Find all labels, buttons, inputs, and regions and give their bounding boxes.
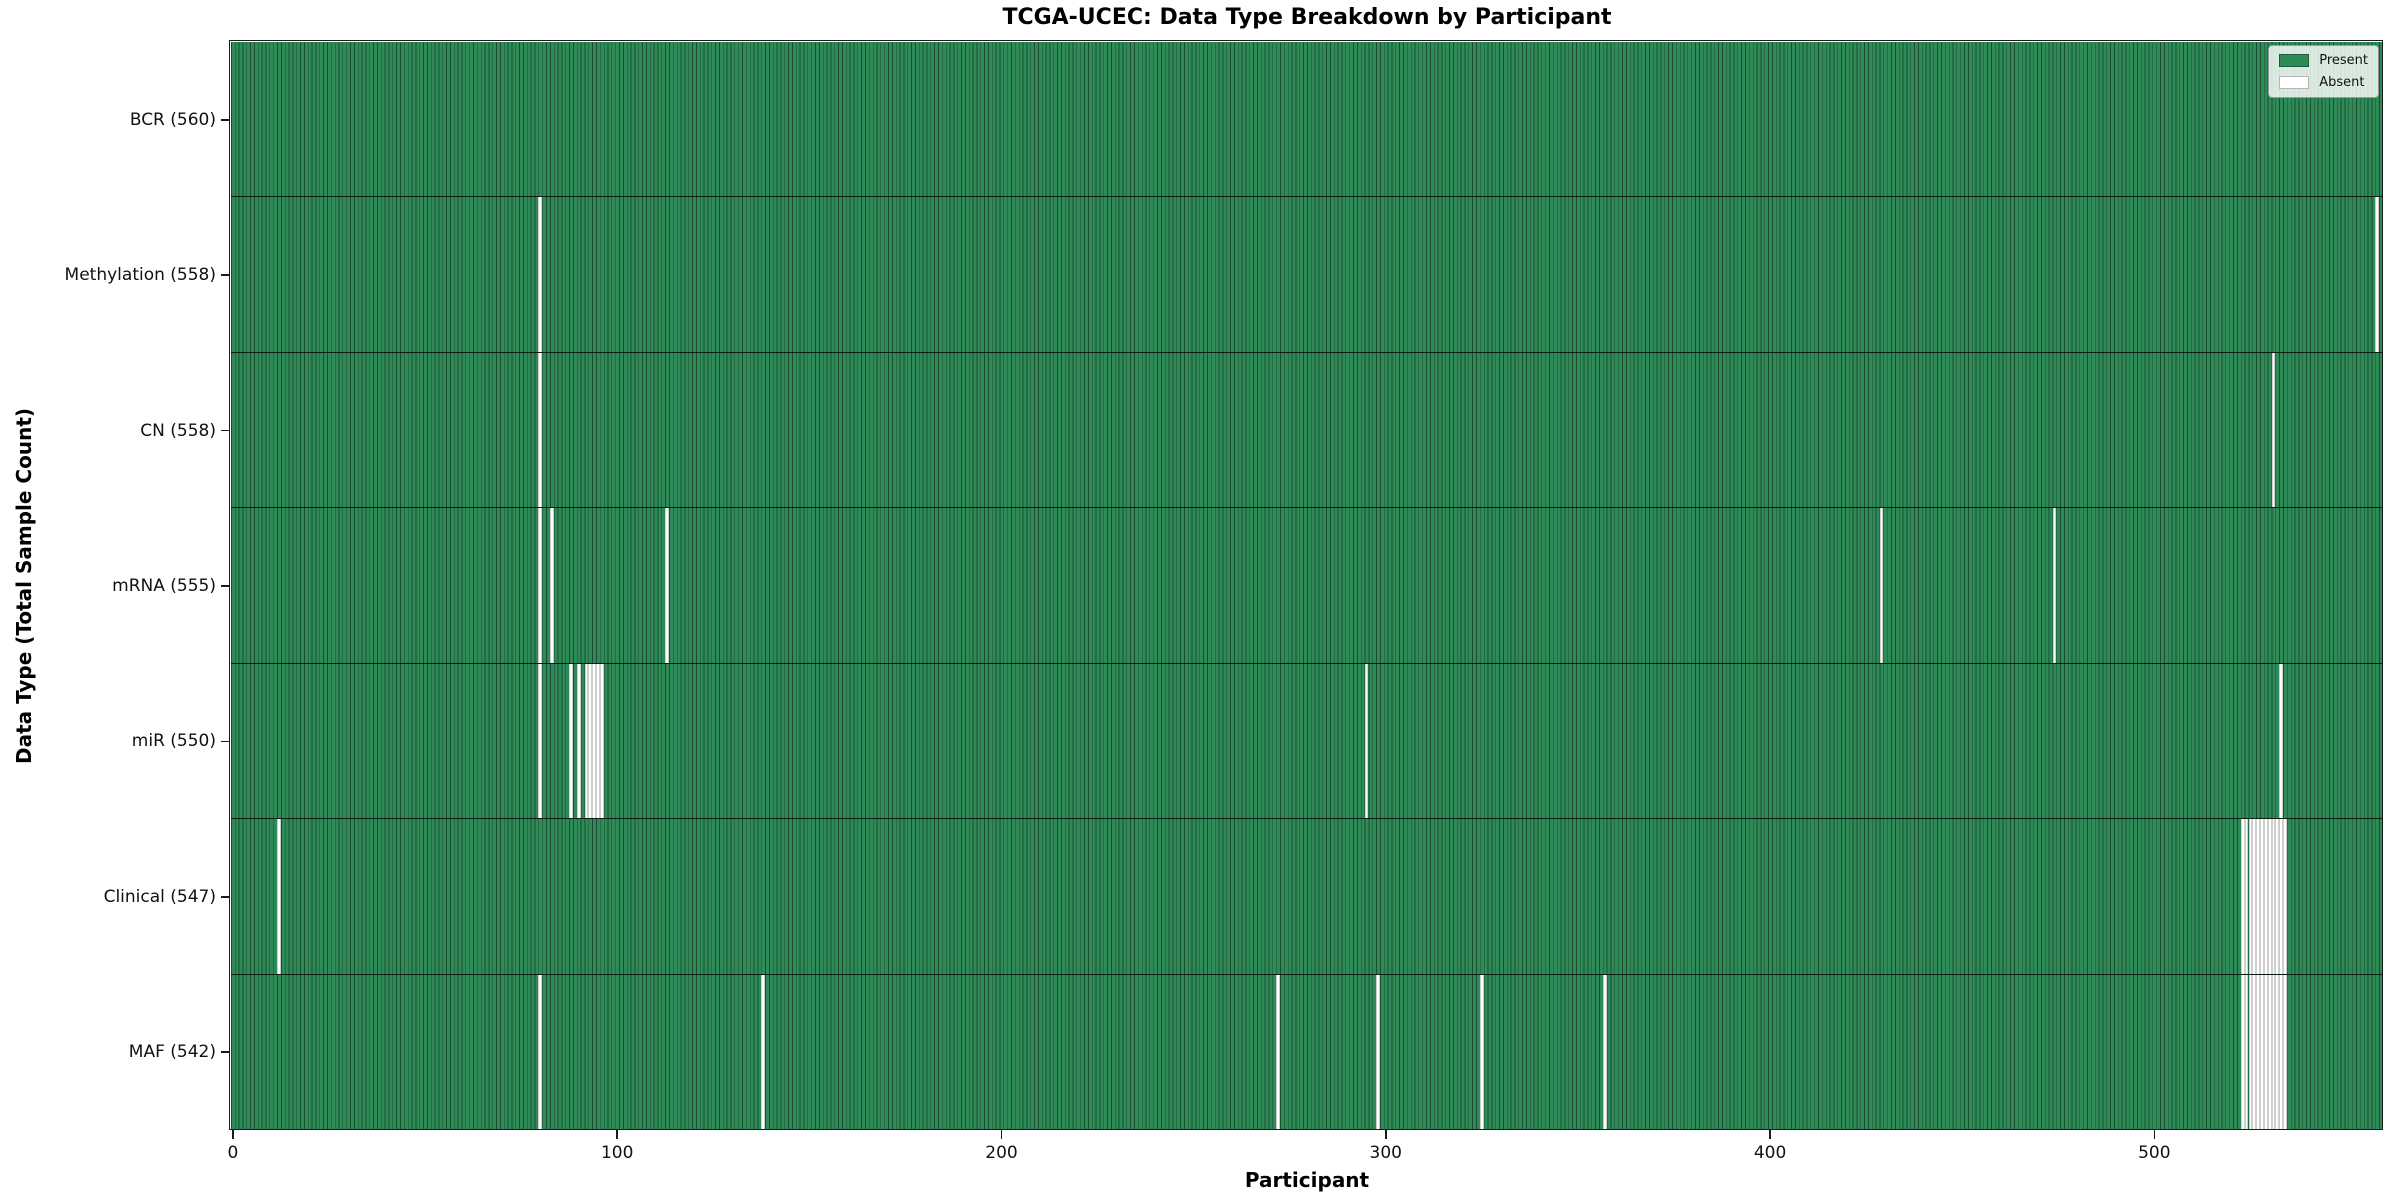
xtick-mark-100 xyxy=(616,1130,618,1139)
ytick-mark xyxy=(221,274,229,276)
absent-mark-maf-527 xyxy=(2256,974,2260,1130)
absent-mark-cn-80 xyxy=(538,352,543,508)
row-maf xyxy=(231,974,2383,1130)
absent-mark-mir-95 xyxy=(596,663,600,819)
xtick-label-200: 200 xyxy=(985,1143,1018,1163)
absent-mark-clinical-12 xyxy=(277,819,281,974)
absent-mark-mir-94 xyxy=(592,663,597,819)
present-swatch-icon xyxy=(2279,54,2310,67)
ytick-label-mrna: mRNA (555) xyxy=(112,576,216,596)
absent-mark-maf-524 xyxy=(2244,974,2249,1130)
x-axis-title: Participant xyxy=(1244,1168,1370,1192)
absent-mark-mir-93 xyxy=(588,663,593,819)
absent-mark-clinical-530 xyxy=(2267,819,2272,974)
row-bcr xyxy=(231,42,2383,198)
absent-mark-maf-325 xyxy=(1479,974,1484,1130)
xtick-label-400: 400 xyxy=(1753,1143,1787,1163)
absent-mark-maf-523 xyxy=(2240,974,2245,1130)
ytick-mark xyxy=(221,1051,229,1054)
absent-mark-cn-531 xyxy=(2271,352,2276,508)
xtick-label-500: 500 xyxy=(2138,1143,2171,1163)
xtick-mark-400 xyxy=(1769,1130,1771,1139)
absent-mark-methylation-558 xyxy=(2375,197,2380,352)
xtick-label-300: 300 xyxy=(1369,1143,1402,1163)
legend-item-absent: Absent xyxy=(2279,75,2368,90)
absent-mark-maf-525 xyxy=(2248,974,2253,1130)
absent-mark-maf-298 xyxy=(1376,974,1380,1130)
absent-mark-maf-528 xyxy=(2260,974,2264,1130)
ytick-mark xyxy=(221,740,229,743)
legend: Present Absent xyxy=(2268,45,2379,98)
plot-area: Present Absent xyxy=(231,42,2383,1130)
xtick-label-100: 100 xyxy=(600,1143,634,1163)
ytick-label-methylation: Methylation (558) xyxy=(64,265,216,286)
absent-mark-clinical-532 xyxy=(2275,819,2280,974)
row-cn xyxy=(231,352,2383,509)
absent-mark-clinical-533 xyxy=(2279,819,2284,974)
legend-item-present: Present xyxy=(2279,53,2368,68)
absent-mark-maf-533 xyxy=(2279,974,2284,1130)
absent-mark-mrna-429 xyxy=(1879,508,1884,663)
absent-mark-mir-80 xyxy=(538,663,543,819)
absent-mark-clinical-531 xyxy=(2271,819,2276,974)
legend-label-absent: Absent xyxy=(2319,75,2365,90)
row-mir xyxy=(231,663,2383,820)
absent-mark-maf-530 xyxy=(2267,974,2272,1130)
ytick-label-mir: miR (550) xyxy=(131,731,216,752)
absent-mark-mir-96 xyxy=(599,663,604,819)
absent-mark-clinical-523 xyxy=(2240,819,2245,974)
absent-mark-methylation-80 xyxy=(538,197,543,352)
row-methylation xyxy=(231,197,2383,353)
absent-mark-clinical-526 xyxy=(2252,819,2257,974)
xtick-mark-500 xyxy=(2153,1130,2156,1139)
absent-mark-maf-80 xyxy=(538,974,543,1130)
absent-swatch-icon xyxy=(2279,76,2310,89)
absent-mark-clinical-524 xyxy=(2244,819,2249,974)
absent-mark-mir-90 xyxy=(576,663,581,819)
absent-mark-maf-534 xyxy=(2283,974,2287,1130)
ytick-mark xyxy=(221,118,229,121)
absent-mark-maf-526 xyxy=(2252,974,2257,1130)
xtick-mark-200 xyxy=(1000,1130,1003,1139)
absent-mark-maf-272 xyxy=(1276,974,1281,1130)
absent-mark-clinical-525 xyxy=(2248,819,2253,974)
absent-mark-maf-138 xyxy=(761,974,766,1130)
legend-label-present: Present xyxy=(2319,53,2368,68)
absent-mark-mir-88 xyxy=(569,663,573,819)
absent-mark-mrna-474 xyxy=(2052,508,2057,663)
ytick-label-clinical: Clinical (547) xyxy=(103,886,216,907)
ytick-mark xyxy=(221,429,229,432)
ytick-label-maf: MAF (542) xyxy=(128,1042,216,1063)
absent-mark-maf-532 xyxy=(2275,974,2280,1130)
xtick-mark-0 xyxy=(232,1130,234,1139)
xtick-mark-300 xyxy=(1384,1130,1387,1139)
absent-mark-mrna-80 xyxy=(538,508,543,663)
absent-mark-clinical-534 xyxy=(2283,819,2287,974)
row-clinical xyxy=(231,819,2383,975)
absent-mark-maf-357 xyxy=(1602,974,1607,1130)
absent-mark-clinical-528 xyxy=(2260,819,2264,974)
ytick-mark xyxy=(221,896,229,898)
ytick-label-cn: CN (558) xyxy=(140,420,216,441)
absent-mark-mir-92 xyxy=(584,663,589,819)
ytick-mark xyxy=(221,585,229,587)
absent-mark-mrna-83 xyxy=(549,508,554,663)
absent-mark-clinical-527 xyxy=(2256,819,2260,974)
absent-mark-mir-295 xyxy=(1364,663,1369,819)
absent-mark-clinical-529 xyxy=(2263,819,2268,974)
row-mrna xyxy=(231,508,2383,664)
xtick-label-0: 0 xyxy=(227,1143,239,1163)
ytick-label-bcr: BCR (560) xyxy=(129,109,216,130)
chart-title: TCGA-UCEC: Data Type Breakdown by Partic… xyxy=(1002,5,1612,30)
absent-mark-maf-529 xyxy=(2263,974,2268,1130)
absent-mark-maf-531 xyxy=(2271,974,2276,1130)
absent-mark-mir-533 xyxy=(2279,663,2284,819)
absent-mark-mrna-113 xyxy=(665,508,670,663)
